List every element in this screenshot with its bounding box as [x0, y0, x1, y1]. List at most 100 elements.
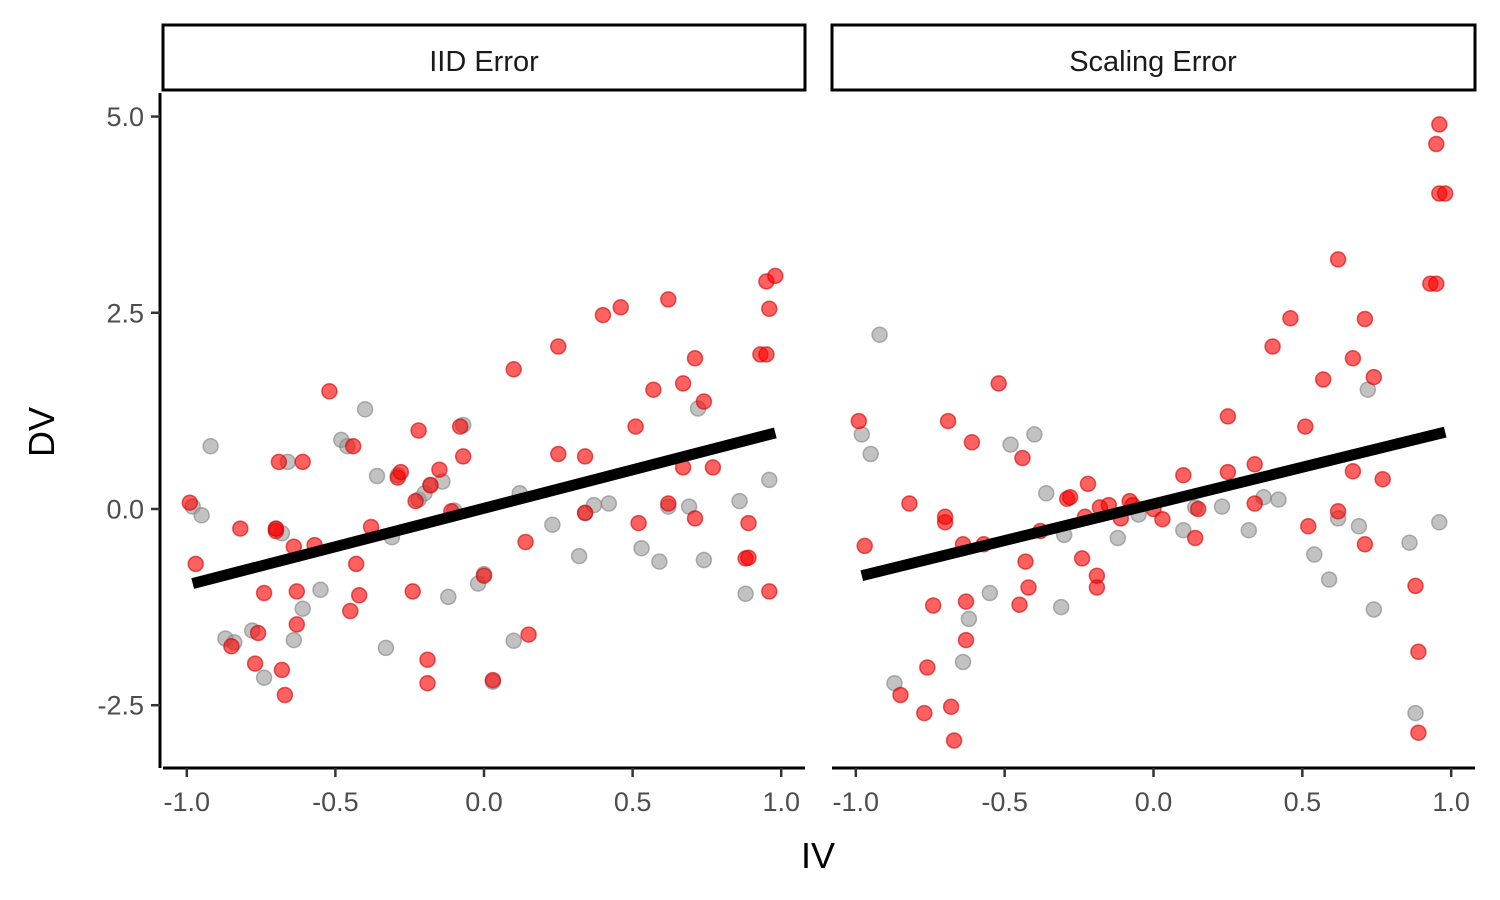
gray-point [737, 585, 754, 603]
red-point [576, 504, 594, 522]
red-point [431, 461, 448, 478]
red-point [901, 495, 918, 512]
red-point [1428, 135, 1445, 153]
red-point [1061, 488, 1079, 506]
red-point [1297, 418, 1314, 435]
gray-point [651, 553, 668, 570]
gray-point [633, 539, 650, 557]
x-tick-label: 0.5 [1284, 787, 1322, 817]
red-point [1264, 338, 1281, 355]
red-point [347, 555, 365, 573]
gray-point [312, 581, 329, 599]
red-point [1282, 310, 1299, 327]
red-point [1189, 500, 1207, 518]
red-point [1356, 310, 1374, 328]
red-point [1219, 463, 1237, 481]
panel-scaling-error: Scaling Error -1.0 -0.5 0.0 0.5 1.0 [830, 23, 1477, 817]
y-tick-label: 5.0 [106, 102, 144, 132]
gray-point [1407, 704, 1424, 722]
x-tick-label: -0.5 [981, 787, 1028, 817]
red-point [892, 686, 909, 704]
gray-point [1240, 521, 1258, 539]
red-point [1079, 475, 1097, 493]
red-point [410, 422, 427, 439]
gray-point [544, 516, 561, 533]
red-point [963, 434, 981, 451]
red-point [1344, 350, 1362, 367]
red-point [232, 520, 249, 537]
red-point [740, 514, 757, 532]
x-tick-label: 0.0 [1135, 787, 1173, 817]
y-axis: 5.0 2.5 0.0 -2.5 [97, 93, 162, 768]
red-point [404, 583, 421, 600]
gray-point [193, 507, 210, 524]
red-point [505, 361, 522, 378]
red-point [630, 514, 647, 532]
x-axis-scaling-error: -1.0 -0.5 0.0 0.5 1.0 [832, 766, 1475, 817]
red-point [856, 537, 873, 555]
red-point [550, 338, 567, 355]
red-point [942, 698, 960, 716]
red-point [1356, 536, 1374, 553]
y-tick-label: 0.0 [106, 494, 144, 524]
red-point [451, 418, 469, 435]
y-axis-title: DV [21, 407, 62, 457]
red-point [939, 412, 957, 430]
x-tick-label: -1.0 [833, 787, 880, 817]
red-point [1329, 251, 1347, 268]
red-point [249, 624, 267, 642]
red-point [550, 445, 567, 463]
red-point [419, 651, 436, 668]
red-point [990, 375, 1007, 392]
red-point [1175, 466, 1192, 484]
red-point [288, 583, 306, 600]
red-point [740, 549, 757, 566]
red-point [919, 659, 936, 676]
gray-point [1365, 601, 1383, 618]
strip-label-scaling-error: Scaling Error [1069, 46, 1237, 78]
red-point [674, 375, 692, 392]
red-point [924, 597, 942, 614]
red-point [1020, 579, 1037, 596]
red-point [392, 463, 410, 481]
gray-point [377, 639, 395, 657]
red-point [761, 583, 778, 600]
red-point [1186, 529, 1204, 547]
red-point [517, 533, 534, 551]
gray-point [285, 631, 303, 649]
x-tick-label: 0.0 [465, 787, 503, 817]
strip-iid-error [161, 23, 807, 92]
gray-point [440, 588, 457, 606]
red-point [660, 495, 677, 512]
fit-line [191, 427, 777, 589]
gray-point [1002, 436, 1019, 453]
gray-point [1306, 546, 1323, 563]
red-point [686, 510, 704, 527]
gray-point [695, 551, 713, 569]
gray-point [761, 471, 778, 489]
red-point [1011, 596, 1028, 613]
red-point [342, 602, 359, 620]
gray-point [570, 547, 588, 565]
gray-point [1320, 571, 1338, 588]
red-point [1073, 550, 1091, 567]
gray-point [1038, 485, 1055, 502]
red-point [1017, 553, 1034, 570]
red-point [645, 381, 662, 398]
gray-point [255, 669, 273, 686]
red-point [255, 584, 273, 602]
x-tick-label: 0.5 [614, 787, 652, 817]
gray-point [853, 426, 871, 443]
gray-point [731, 492, 748, 510]
red-point [1436, 185, 1454, 202]
x-axis-title: IV [801, 835, 835, 876]
red-point [1410, 643, 1427, 661]
red-point [187, 555, 204, 573]
x-tick-label: -0.5 [312, 787, 359, 817]
red-point [1154, 510, 1171, 528]
gray-point [1213, 498, 1231, 515]
y-tick-label: 2.5 [106, 298, 144, 328]
red-point [422, 477, 439, 494]
red-point [294, 453, 311, 471]
